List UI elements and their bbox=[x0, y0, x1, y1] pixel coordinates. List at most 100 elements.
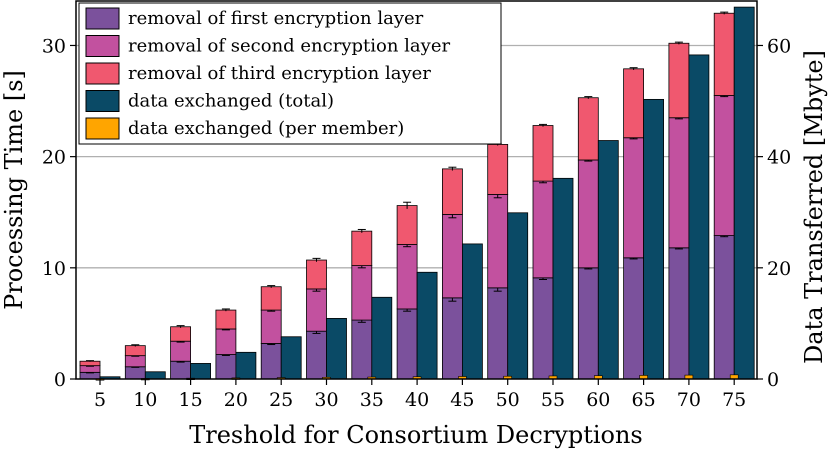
bar-data-total bbox=[326, 318, 347, 380]
bar-third-layer bbox=[487, 144, 509, 195]
bar-first-layer bbox=[441, 297, 463, 380]
bar-data-total bbox=[416, 271, 438, 380]
bar-second-layer bbox=[306, 288, 327, 332]
legend-box bbox=[78, 2, 502, 145]
bar-data-total bbox=[552, 177, 574, 380]
x-tick-label: 50 bbox=[496, 389, 520, 411]
bar-third-layer bbox=[170, 326, 192, 342]
legend-item: data exchanged (total) bbox=[85, 90, 334, 112]
x-axis-title: Treshold for Consortium Decryptions bbox=[189, 421, 643, 449]
y-axis-title-left: Processing Time [s] bbox=[0, 70, 28, 310]
legend-item: removal of first encryption layer bbox=[85, 7, 424, 30]
bar-third-layer bbox=[532, 125, 554, 182]
bar-data-total bbox=[507, 212, 529, 380]
error-bar bbox=[221, 308, 230, 312]
y-tick-label-left: 20 bbox=[42, 147, 66, 169]
error-bar bbox=[267, 285, 276, 288]
error-bar bbox=[584, 96, 593, 99]
bar-third-layer bbox=[260, 286, 282, 311]
bar-second-layer bbox=[668, 117, 690, 249]
bar-third-layer bbox=[124, 345, 146, 357]
bar-third-layer bbox=[441, 168, 463, 215]
legend: removal of first encryption layer removal… bbox=[78, 2, 502, 145]
bar-data-total bbox=[688, 54, 710, 380]
bar-data-total bbox=[280, 336, 302, 380]
y-tick-label-left: 30 bbox=[42, 35, 66, 57]
bar-third-layer bbox=[668, 42, 690, 119]
bar-third-layer bbox=[351, 230, 373, 267]
bar-second-layer bbox=[532, 180, 554, 279]
x-tick-label: 70 bbox=[677, 389, 701, 411]
error-bar bbox=[86, 360, 94, 362]
bar-first-layer bbox=[306, 330, 327, 380]
error-bar bbox=[674, 41, 683, 45]
x-tick-label: 40 bbox=[405, 389, 429, 411]
bar-data-total bbox=[371, 296, 393, 380]
legend-label: removal of second encryption layer bbox=[128, 36, 450, 57]
bar-third-layer bbox=[713, 12, 735, 96]
bar-data-total bbox=[190, 363, 212, 380]
bar-second-layer bbox=[713, 95, 735, 236]
x-tick-label: 35 bbox=[360, 389, 384, 411]
x-tick-label: 30 bbox=[314, 389, 338, 411]
bar-data-total bbox=[144, 371, 166, 380]
x-tick-label: 45 bbox=[450, 389, 474, 411]
y-tick-label-right: 40 bbox=[767, 147, 791, 169]
bar-first-layer bbox=[124, 366, 146, 380]
x-tick-label: 25 bbox=[269, 389, 293, 411]
y-tick-label-right: 60 bbox=[767, 35, 791, 57]
bar-second-layer bbox=[260, 309, 282, 344]
legend-swatch bbox=[85, 117, 120, 140]
bar-data-total bbox=[733, 6, 755, 380]
bar-first-layer bbox=[532, 277, 554, 380]
legend-item: data exchanged (per member) bbox=[85, 117, 404, 140]
bar-first-layer bbox=[623, 257, 644, 380]
bar-second-layer bbox=[124, 355, 146, 368]
y-tick-label-left: 10 bbox=[42, 258, 66, 280]
bar-first-layer bbox=[577, 267, 599, 380]
error-bar bbox=[539, 123, 547, 127]
bar-second-layer bbox=[215, 328, 237, 355]
x-tick-label: 15 bbox=[179, 389, 203, 411]
bar-first-layer bbox=[713, 235, 735, 380]
x-tick-label: 65 bbox=[632, 389, 656, 411]
bar-first-layer bbox=[215, 354, 237, 380]
error-bar bbox=[448, 166, 457, 171]
bar-second-layer bbox=[441, 214, 463, 299]
bar-first-layer bbox=[487, 287, 509, 380]
error-bar bbox=[357, 228, 366, 233]
error-bar bbox=[629, 67, 638, 70]
bar-third-layer bbox=[577, 97, 599, 161]
bar-third-layer bbox=[215, 309, 237, 330]
bar-third-layer bbox=[79, 360, 101, 367]
x-tick-label: 20 bbox=[224, 389, 248, 411]
bar-first-layer bbox=[396, 308, 418, 380]
bar-data-total bbox=[597, 140, 619, 380]
bar-first-layer bbox=[668, 247, 690, 380]
legend-item: removal of third encryption layer bbox=[85, 62, 431, 85]
bar-second-layer bbox=[623, 137, 644, 259]
legend-swatch bbox=[85, 35, 120, 57]
legend-swatch bbox=[85, 62, 120, 85]
error-bar bbox=[312, 257, 321, 262]
bar-second-layer bbox=[577, 159, 599, 269]
x-tick-label: 10 bbox=[133, 389, 157, 411]
bar-third-layer bbox=[306, 259, 327, 290]
bar-third-layer bbox=[623, 68, 644, 139]
bar-data-total bbox=[235, 351, 257, 380]
bar-first-layer bbox=[351, 319, 373, 380]
error-bar bbox=[176, 325, 185, 328]
bar-second-layer bbox=[170, 340, 192, 362]
legend-swatch bbox=[85, 90, 120, 112]
y-axis-title-right: Data Transferred [Mbyte] bbox=[800, 50, 828, 364]
legend-swatch bbox=[85, 7, 120, 30]
x-tick-label: 60 bbox=[586, 389, 610, 411]
x-tick-label: 5 bbox=[94, 389, 106, 411]
legend-label: removal of first encryption layer bbox=[128, 8, 424, 29]
axes: 0 10 20 30 0 20 40 60 5 10 15 20 25 30 35 40 45 50 55 60 65 7… bbox=[42, 35, 791, 411]
legend-label: removal of third encryption layer bbox=[128, 63, 431, 84]
bar-data-total bbox=[643, 98, 664, 380]
bar-second-layer bbox=[487, 194, 509, 289]
bars bbox=[79, 6, 755, 381]
